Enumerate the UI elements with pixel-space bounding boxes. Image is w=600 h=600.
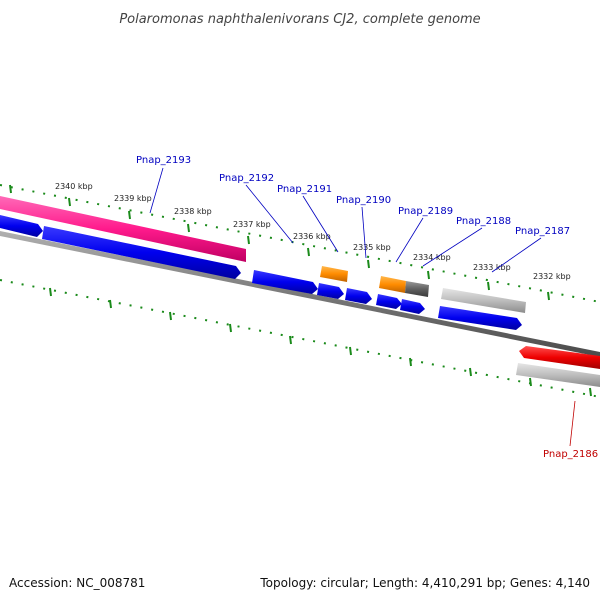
gene-label-pnap-2190[interactable]: Pnap_2190 [336,195,391,206]
gene-feature-orange-1 [320,266,348,282]
lower-tick-i [529,377,532,387]
tick-2336 [247,235,250,245]
upper-tick-ring [0,184,600,303]
gene-label-pnap-2191[interactable]: Pnap_2191 [277,184,332,195]
gene-labels: Pnap_2193 Pnap_2192 Pnap_2191 Pnap_2190 … [136,155,598,460]
gene-label-pnap-2187[interactable]: Pnap_2187 [515,226,570,237]
map-title: Polaromonas naphthalenivorans CJ2, compl… [119,12,480,27]
gene-feature-blue-8 [438,306,522,330]
lower-tick-a [49,287,52,297]
gene-label-pnap-2189[interactable]: Pnap_2189 [398,206,453,217]
tick-label-2338: 2338 kbp [174,207,212,216]
gene-feature-blue-7 [400,299,425,314]
gene-feature-orange-2 [379,276,406,293]
lower-tick-e [289,335,292,345]
tick-label-2334: 2334 kbp [413,253,451,262]
gene-feature-blue-3 [252,270,318,294]
lower-tick-j [589,387,592,397]
tick-2338 [128,210,131,220]
tick-2337 [187,223,190,233]
gene-feature-pink [0,196,246,262]
tick-2335 [307,247,310,257]
gene-label-pnap-2193[interactable]: Pnap_2193 [136,155,191,166]
gene-feature-blue-1 [0,215,43,237]
leader-2191 [302,195,339,253]
tick-label-2333: 2333 kbp [473,263,511,272]
leader-2192 [245,184,294,244]
leader-2189 [395,217,424,263]
lower-tick-ring [0,279,600,398]
gene-feature-blue-4 [317,283,344,299]
gene-feature-red [519,346,600,369]
tick-2331 [547,291,550,301]
gene-feature-blue-2 [42,226,241,279]
tick-label-2340: 2340 kbp [55,182,93,191]
gene-feature-blue-5 [345,288,372,304]
lower-tick-c [169,311,172,321]
label-leaders [149,167,576,447]
tick-label-2335: 2335 kbp [353,243,391,252]
gene-feature-gray-1 [441,288,526,313]
tick-label-2332: 2332 kbp [533,272,571,281]
tick-label-2339: 2339 kbp [114,194,152,203]
gene-label-pnap-2192[interactable]: Pnap_2192 [219,173,274,184]
leader-2190 [361,206,367,259]
leader-2186 [569,400,576,447]
lower-tick-g [409,357,412,367]
leader-2188 [422,227,483,267]
leader-2193 [149,167,164,214]
tick-label-2336: 2336 kbp [293,232,331,241]
tick-2339 [68,197,71,207]
gene-feature-dark [405,281,429,297]
tick-2332 [487,281,490,291]
lower-tick-d [229,323,232,333]
gene-label-pnap-2186[interactable]: Pnap_2186 [543,449,598,460]
tick-2333 [427,270,430,280]
tick-label-2337: 2337 kbp [233,220,271,229]
lower-tick-b [109,299,112,309]
gene-feature-blue-6 [376,294,402,309]
gene-features [0,196,600,387]
genome-backbone [0,231,600,357]
lower-tick-h [469,367,472,377]
accession-text: Accession: NC_008781 [9,576,145,590]
lower-tick-f [349,346,352,356]
tick-2334 [367,259,370,269]
tick-2340 [9,184,12,194]
genome-stats-text: Topology: circular; Length: 4,410,291 bp… [259,576,590,590]
leader-2187 [491,237,542,273]
gene-label-pnap-2188[interactable]: Pnap_2188 [456,216,511,227]
gene-feature-gray-2 [516,363,600,387]
tick-labels: 2340 kbp 2339 kbp 2338 kbp 2337 kbp 2336… [55,182,571,281]
